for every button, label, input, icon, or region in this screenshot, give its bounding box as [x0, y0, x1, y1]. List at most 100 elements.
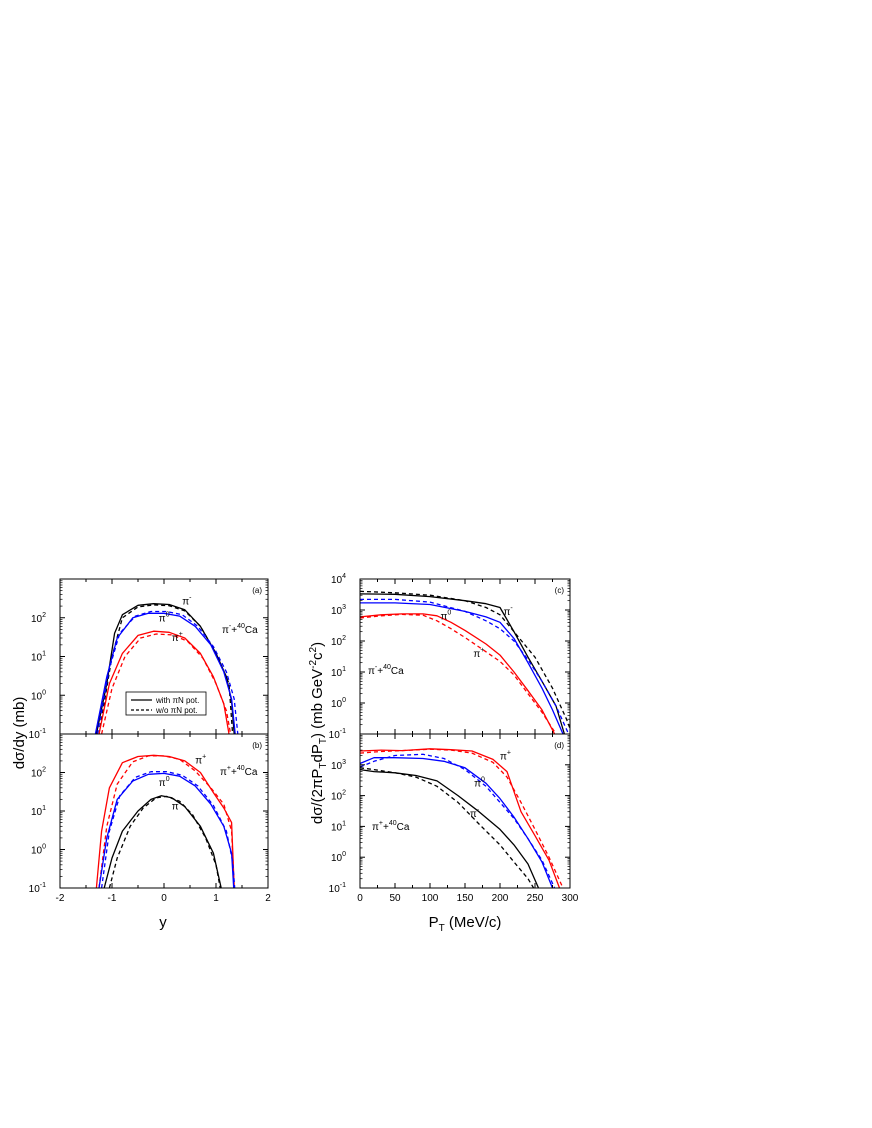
y-tick-exp: -1: [340, 882, 346, 889]
reaction-mass: 40: [383, 664, 391, 671]
series-line-a-3: [96, 610, 239, 734]
curve-label-a-2: π+: [172, 631, 183, 644]
reaction-charge: -: [229, 623, 232, 630]
x-title-sub: T: [439, 923, 445, 934]
y-tick-label-d-0: 10-1: [329, 882, 346, 895]
curve-label-pion: π: [182, 596, 189, 607]
legend-solid-label: with πN pot.: [155, 696, 199, 705]
curve-label-pion: π: [172, 633, 179, 644]
curve-label-b-1: π0: [159, 776, 170, 789]
y-tick-exp: -1: [40, 728, 46, 735]
y-tick-label-a-2: 101: [31, 651, 46, 664]
y-tick-label-c-1: 100: [331, 697, 346, 710]
y-tick-base: 10: [331, 822, 343, 833]
y-tick-exp: -1: [340, 728, 346, 735]
panel-label-d: (d): [554, 741, 564, 750]
y-tick-base: 10: [31, 807, 43, 818]
y-title-part: dP: [309, 744, 326, 762]
series-line-a-0: [95, 603, 235, 734]
y-tick-label-a-3: 102: [31, 612, 46, 625]
y-tick-label-d-4: 103: [331, 759, 346, 772]
curve-label-pion: π: [473, 649, 480, 660]
y-title-sup: -2: [308, 660, 319, 669]
y-tick-exp: 4: [342, 573, 346, 580]
y-title-part: c: [309, 652, 326, 660]
y-tick-exp: 0: [42, 844, 46, 851]
curve-label-c-2: π+: [473, 647, 484, 660]
panel-label-b: (b): [252, 741, 262, 750]
y-tick-exp: 1: [342, 666, 346, 673]
y-tick-exp: 3: [342, 604, 346, 611]
curve-label-pion: π: [159, 778, 166, 789]
series-line-b-1: [98, 755, 235, 888]
series-group-d: [360, 748, 564, 888]
y-tick-base: 10: [29, 884, 41, 895]
y-axis-title-left: dσ/dy (mb): [11, 697, 28, 770]
y-tick-label-d-1: 100: [331, 851, 346, 864]
y-tick-exp: 0: [342, 851, 346, 858]
curve-label-charge: -: [189, 594, 192, 601]
y-tick-label-c-4: 103: [331, 604, 346, 617]
y-tick-label-b-2: 101: [31, 805, 46, 818]
y-tick-base: 10: [331, 761, 343, 772]
y-tick-base: 10: [331, 853, 343, 864]
curve-label-c-1: π0: [441, 609, 452, 622]
x-tick-label-d-4: 200: [492, 893, 509, 904]
x-axis-title-left: y: [159, 914, 167, 931]
x-tick-label-b-3: 1: [213, 893, 219, 904]
series-line-b-4: [103, 795, 222, 888]
y-tick-label-b-1: 100: [31, 844, 46, 857]
curve-label-charge: 0: [447, 609, 451, 616]
curve-label-pion: π: [195, 756, 202, 767]
reaction-mass: 40: [237, 623, 245, 630]
y-tick-exp: 3: [342, 759, 346, 766]
reaction-plus: +: [231, 625, 237, 636]
x-tick-label-d-0: 0: [357, 893, 363, 904]
y-tick-exp: 1: [42, 651, 46, 658]
series-line-d-1: [360, 748, 564, 888]
curve-label-d-0: π+: [500, 749, 511, 762]
curve-label-charge: +: [179, 631, 183, 638]
x-tick-label-b-0: -2: [56, 893, 65, 904]
reaction-pion: π: [368, 666, 375, 677]
curve-label-charge: +: [480, 647, 484, 654]
series-line-b-3: [100, 771, 236, 888]
y-tick-exp: -1: [40, 882, 46, 889]
legend-dashed-label: w/o πN pot.: [155, 706, 198, 715]
series-line-d-4: [360, 768, 540, 888]
y-tick-exp: 2: [342, 790, 346, 797]
x-tick-label-b-4: 2: [265, 893, 271, 904]
y-tick-base: 10: [331, 637, 343, 648]
series-line-c-0: [360, 593, 566, 734]
curve-label-b-2: π-: [172, 799, 182, 812]
reaction-charge: +: [227, 765, 231, 772]
curve-label-pion: π: [159, 614, 166, 625]
series-line-d-5: [360, 767, 535, 888]
y-tick-base: 10: [31, 691, 43, 702]
y-title-sub: T: [318, 738, 329, 744]
curve-label-pion: π: [504, 607, 511, 618]
curve-label-charge: +: [507, 749, 511, 756]
curve-label-charge: -: [179, 799, 182, 806]
x-tick-label-b-2: 0: [161, 893, 167, 904]
y-tick-label-a-0: 10-1: [29, 728, 46, 741]
y-tick-exp: 1: [42, 805, 46, 812]
reaction-mass: 40: [237, 765, 245, 772]
curve-label-charge: -: [510, 605, 513, 612]
reaction-label-b: π++40Ca: [220, 765, 258, 778]
curve-label-charge: 0: [166, 776, 170, 783]
y-tick-label-c-5: 104: [331, 573, 346, 586]
series-line-a-2: [94, 612, 236, 734]
y-tick-base: 10: [331, 606, 343, 617]
panel-label-c: (c): [555, 586, 565, 595]
reaction-plus: +: [231, 767, 237, 778]
y-tick-label-d-2: 101: [331, 820, 346, 833]
y-tick-label-a-1: 100: [31, 689, 46, 702]
series-line-b-2: [98, 772, 235, 888]
y-tick-base: 10: [329, 730, 341, 741]
y-tick-exp: 0: [42, 689, 46, 696]
